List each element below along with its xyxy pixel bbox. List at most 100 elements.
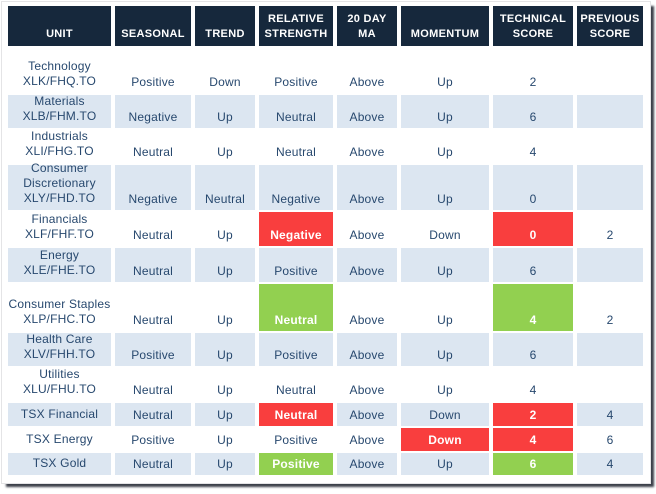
cell-unit[interactable]: Health Care XLV/FHH.TO — [8, 332, 111, 366]
cell-trend[interactable]: Up — [195, 453, 255, 475]
cell-trend[interactable]: Up — [195, 248, 255, 282]
cell-seasonal[interactable]: Positive — [115, 48, 191, 93]
cell-20day-ma[interactable]: Above — [337, 284, 397, 331]
column-header-technical-score[interactable]: TECHNICAL SCORE — [493, 6, 573, 46]
cell-trend[interactable]: Up — [195, 333, 255, 366]
cell-previous-score[interactable] — [577, 368, 643, 401]
cell-momentum[interactable]: Up — [401, 165, 489, 210]
cell-unit[interactable]: Materials XLB/FHM.TO — [8, 94, 111, 128]
cell-technical-score[interactable]: 6 — [493, 95, 573, 128]
cell-unit[interactable]: Technology XLK/FHQ.TO — [8, 48, 111, 93]
cell-momentum[interactable]: Up — [401, 130, 489, 163]
cell-technical-score[interactable]: 4 — [493, 130, 573, 163]
cell-unit[interactable]: Industrials XLI/FHG.TO — [8, 129, 111, 163]
cell-trend[interactable]: Up — [195, 368, 255, 401]
cell-trend[interactable]: Neutral — [195, 165, 255, 210]
cell-20day-ma[interactable]: Above — [337, 248, 397, 282]
cell-seasonal[interactable]: Negative — [115, 95, 191, 128]
cell-seasonal[interactable]: Neutral — [115, 248, 191, 282]
cell-20day-ma[interactable]: Above — [337, 368, 397, 401]
cell-previous-score[interactable] — [577, 248, 643, 282]
cell-technical-score[interactable]: 2 — [493, 48, 573, 93]
cell-seasonal[interactable]: Positive — [115, 333, 191, 366]
cell-technical-score[interactable]: 6 — [493, 453, 573, 475]
cell-technical-score[interactable]: 6 — [493, 248, 573, 282]
cell-momentum[interactable]: Up — [401, 368, 489, 401]
cell-20day-ma[interactable]: Above — [337, 403, 397, 426]
cell-relative-strength[interactable]: Positive — [259, 428, 333, 451]
cell-previous-score[interactable] — [577, 48, 643, 93]
cell-seasonal[interactable]: Neutral — [115, 453, 191, 475]
cell-20day-ma[interactable]: Above — [337, 95, 397, 128]
cell-unit[interactable]: TSX Energy — [8, 428, 111, 451]
column-header-previous-score[interactable]: PREVIOUS SCORE — [577, 6, 643, 46]
cell-relative-strength[interactable]: Positive — [259, 453, 333, 475]
cell-momentum[interactable]: Up — [401, 284, 489, 331]
cell-previous-score[interactable]: 6 — [577, 428, 643, 451]
cell-previous-score[interactable] — [577, 333, 643, 366]
cell-technical-score[interactable]: 2 — [493, 403, 573, 426]
cell-seasonal[interactable]: Neutral — [115, 284, 191, 331]
cell-momentum[interactable]: Up — [401, 95, 489, 128]
cell-trend[interactable]: Up — [195, 428, 255, 451]
cell-trend[interactable]: Up — [195, 95, 255, 128]
cell-unit[interactable]: Consumer Staples XLP/FHC.TO — [8, 284, 111, 331]
cell-momentum[interactable]: Up — [401, 453, 489, 475]
cell-unit[interactable]: TSX Financial — [8, 403, 111, 426]
cell-momentum[interactable]: Down — [401, 212, 489, 246]
cell-technical-score[interactable]: 4 — [493, 368, 573, 401]
cell-seasonal[interactable]: Negative — [115, 165, 191, 210]
cell-relative-strength[interactable]: Negative — [259, 212, 333, 246]
cell-previous-score[interactable]: 2 — [577, 212, 643, 246]
cell-relative-strength[interactable]: Positive — [259, 333, 333, 366]
cell-technical-score[interactable]: 4 — [493, 428, 573, 451]
cell-trend[interactable]: Down — [195, 48, 255, 93]
cell-unit[interactable]: Utilities XLU/FHU.TO — [8, 367, 111, 401]
cell-momentum[interactable]: Up — [401, 48, 489, 93]
cell-unit[interactable]: Consumer Discretionary XLY/FHD.TO — [8, 161, 111, 210]
cell-relative-strength[interactable]: Neutral — [259, 284, 333, 331]
cell-unit[interactable]: TSX Gold — [8, 453, 111, 475]
cell-20day-ma[interactable]: Above — [337, 333, 397, 366]
cell-momentum[interactable]: Up — [401, 333, 489, 366]
cell-relative-strength[interactable]: Neutral — [259, 403, 333, 426]
cell-relative-strength[interactable]: Neutral — [259, 368, 333, 401]
cell-20day-ma[interactable]: Above — [337, 212, 397, 246]
cell-20day-ma[interactable]: Above — [337, 428, 397, 451]
column-header-trend[interactable]: TREND — [195, 6, 255, 46]
cell-20day-ma[interactable]: Above — [337, 48, 397, 93]
cell-relative-strength[interactable]: Neutral — [259, 95, 333, 128]
cell-trend[interactable]: Up — [195, 284, 255, 331]
cell-unit[interactable]: Financials XLF/FHF.TO — [8, 212, 111, 246]
cell-20day-ma[interactable]: Above — [337, 165, 397, 210]
cell-previous-score[interactable] — [577, 95, 643, 128]
cell-relative-strength[interactable]: Positive — [259, 248, 333, 282]
column-header-momentum[interactable]: MOMENTUM — [401, 6, 489, 46]
cell-trend[interactable]: Up — [195, 403, 255, 426]
cell-unit[interactable]: Energy XLE/FHE.TO — [8, 248, 111, 282]
cell-seasonal[interactable]: Neutral — [115, 212, 191, 246]
cell-20day-ma[interactable]: Above — [337, 130, 397, 163]
cell-seasonal[interactable]: Positive — [115, 428, 191, 451]
cell-relative-strength[interactable]: Negative — [259, 165, 333, 210]
cell-technical-score[interactable]: 6 — [493, 333, 573, 366]
cell-technical-score[interactable]: 0 — [493, 165, 573, 210]
cell-seasonal[interactable]: Neutral — [115, 368, 191, 401]
cell-previous-score[interactable] — [577, 165, 643, 210]
cell-previous-score[interactable] — [577, 130, 643, 163]
cell-trend[interactable]: Up — [195, 130, 255, 163]
cell-trend[interactable]: Up — [195, 212, 255, 246]
cell-previous-score[interactable]: 2 — [577, 284, 643, 331]
cell-relative-strength[interactable]: Positive — [259, 48, 333, 93]
cell-momentum[interactable]: Down — [401, 428, 489, 451]
cell-relative-strength[interactable]: Neutral — [259, 130, 333, 163]
cell-20day-ma[interactable]: Above — [337, 453, 397, 475]
cell-seasonal[interactable]: Neutral — [115, 130, 191, 163]
column-header-20day-ma[interactable]: 20 DAY MA — [337, 6, 397, 46]
cell-previous-score[interactable]: 4 — [577, 453, 643, 475]
cell-technical-score[interactable]: 4 — [493, 284, 573, 331]
column-header-relative-strength[interactable]: RELATIVE STRENGTH — [259, 6, 333, 46]
cell-previous-score[interactable]: 4 — [577, 403, 643, 426]
column-header-unit[interactable]: UNIT — [8, 6, 111, 46]
column-header-seasonal[interactable]: SEASONAL — [115, 6, 191, 46]
